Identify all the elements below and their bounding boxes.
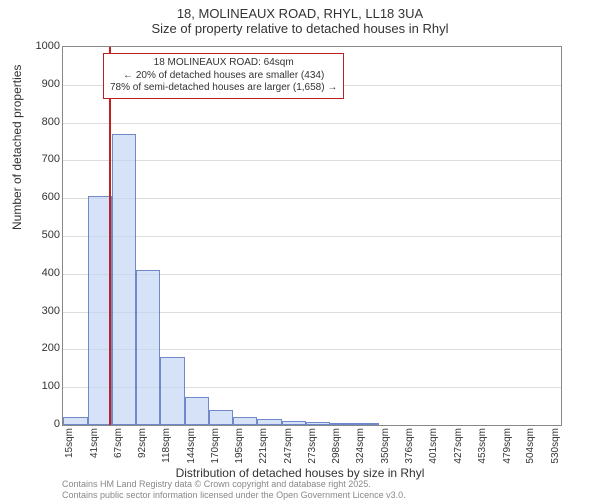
- ytick-label: 100: [20, 380, 60, 392]
- xtick-label: 144sqm: [186, 428, 197, 478]
- histogram-bar: [233, 417, 258, 425]
- footer-attribution: Contains HM Land Registry data © Crown c…: [62, 479, 406, 500]
- xtick-label: 118sqm: [161, 428, 172, 478]
- xtick-label: 479sqm: [502, 428, 513, 478]
- xtick-label: 67sqm: [113, 428, 124, 478]
- ytick-label: 600: [20, 191, 60, 203]
- histogram-bar: [306, 422, 330, 425]
- xtick-label: 195sqm: [234, 428, 245, 478]
- ytick-label: 200: [20, 342, 60, 354]
- xtick-label: 324sqm: [355, 428, 366, 478]
- xtick-label: 221sqm: [258, 428, 269, 478]
- annotation-line-3: 78% of semi-detached houses are larger (…: [110, 82, 337, 95]
- histogram-bar: [209, 410, 233, 425]
- histogram-bar: [136, 270, 161, 425]
- histogram-bar: [185, 397, 210, 425]
- xtick-label: 298sqm: [331, 428, 342, 478]
- ytick-label: 300: [20, 305, 60, 317]
- annotation-line-1: 18 MOLINEAUX ROAD: 64sqm: [110, 57, 337, 70]
- xtick-label: 504sqm: [525, 428, 536, 478]
- histogram-bar: [330, 423, 355, 425]
- chart-title-sub: Size of property relative to detached ho…: [0, 21, 600, 36]
- ytick-label: 900: [20, 78, 60, 90]
- chart-container: 18, MOLINEAUX ROAD, RHYL, LL18 3UA Size …: [0, 0, 600, 500]
- ytick-label: 1000: [20, 40, 60, 52]
- histogram-bar: [354, 423, 379, 425]
- gridline: [63, 160, 561, 161]
- gridline: [63, 198, 561, 199]
- chart-title-main: 18, MOLINEAUX ROAD, RHYL, LL18 3UA: [0, 0, 600, 21]
- xtick-label: 453sqm: [477, 428, 488, 478]
- xtick-label: 92sqm: [137, 428, 148, 478]
- ytick-label: 800: [20, 116, 60, 128]
- xtick-label: 530sqm: [550, 428, 561, 478]
- xtick-label: 376sqm: [404, 428, 415, 478]
- gridline: [63, 123, 561, 124]
- annotation-box: 18 MOLINEAUX ROAD: 64sqm ← 20% of detach…: [103, 53, 344, 99]
- xtick-label: 15sqm: [64, 428, 75, 478]
- histogram-bar: [63, 417, 88, 425]
- annotation-line-2: ← 20% of detached houses are smaller (43…: [110, 70, 337, 83]
- xtick-label: 350sqm: [380, 428, 391, 478]
- reference-line: [109, 47, 111, 425]
- xtick-label: 41sqm: [89, 428, 100, 478]
- xtick-label: 170sqm: [210, 428, 221, 478]
- ytick-label: 700: [20, 153, 60, 165]
- gridline: [63, 236, 561, 237]
- histogram-bar: [112, 134, 136, 425]
- xtick-label: 427sqm: [453, 428, 464, 478]
- histogram-bar: [160, 357, 185, 425]
- footer-line-1: Contains HM Land Registry data © Crown c…: [62, 479, 406, 489]
- histogram-bar: [257, 419, 282, 425]
- histogram-bar: [282, 421, 307, 425]
- ytick-label: 500: [20, 229, 60, 241]
- ytick-label: 400: [20, 267, 60, 279]
- plot-area: 18 MOLINEAUX ROAD: 64sqm ← 20% of detach…: [62, 46, 562, 426]
- footer-line-2: Contains public sector information licen…: [62, 490, 406, 500]
- ytick-label: 0: [20, 418, 60, 430]
- xtick-label: 401sqm: [428, 428, 439, 478]
- xtick-label: 273sqm: [307, 428, 318, 478]
- xtick-label: 247sqm: [283, 428, 294, 478]
